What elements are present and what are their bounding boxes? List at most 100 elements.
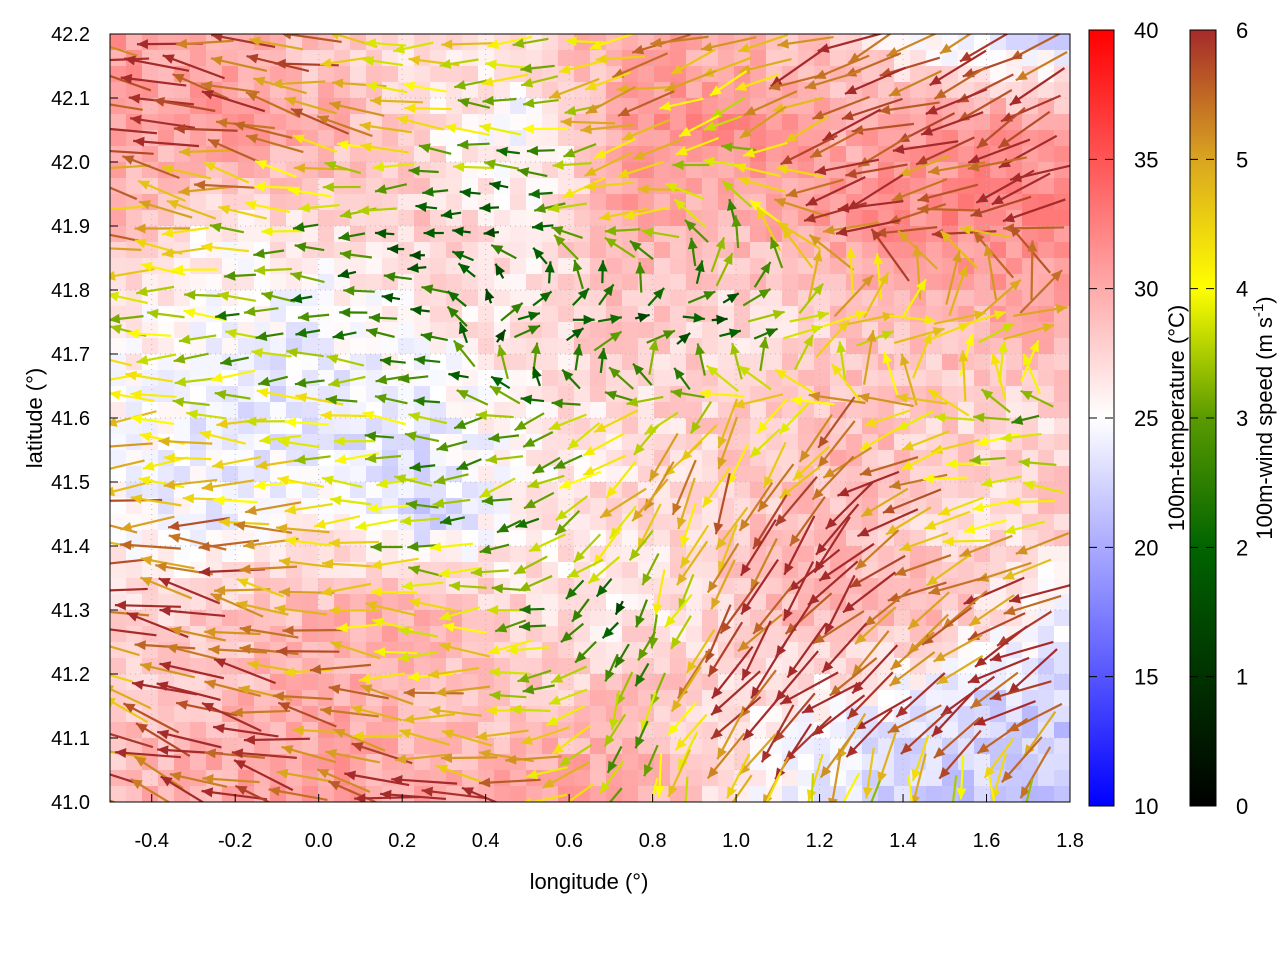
heat-cell	[526, 50, 543, 67]
heat-cell	[158, 418, 175, 435]
heat-cell	[398, 66, 415, 83]
heat-cell	[942, 338, 959, 355]
heat-cell	[894, 786, 911, 803]
heat-cell	[1038, 466, 1055, 483]
heat-cell	[750, 770, 767, 787]
heat-cell	[142, 594, 159, 611]
heat-cell	[254, 706, 271, 723]
heat-cell	[718, 226, 735, 243]
heat-cell	[206, 338, 223, 355]
heat-cell	[462, 402, 479, 419]
colorbar-tick-label: 30	[1134, 277, 1158, 302]
heat-cell	[350, 146, 367, 163]
heat-cell	[926, 370, 943, 387]
heat-cell	[638, 66, 655, 83]
heat-cell	[798, 754, 815, 771]
heat-cell	[542, 306, 559, 323]
heat-cell	[590, 242, 607, 259]
heat-cell	[414, 770, 431, 787]
heat-cell	[510, 98, 527, 115]
y-tick-label: 41.1	[51, 728, 90, 750]
heat-cell	[718, 354, 735, 371]
heat-cell	[718, 770, 735, 787]
heat-cell	[926, 274, 943, 291]
heat-cell	[430, 306, 447, 323]
heat-cell	[1054, 626, 1071, 643]
heat-cell	[878, 482, 895, 499]
heat-cell	[1054, 450, 1071, 467]
heat-cell	[302, 418, 319, 435]
heat-cell	[574, 210, 591, 227]
x-tick-label: 1.6	[973, 830, 1001, 852]
heat-cell	[1054, 610, 1071, 627]
heat-cell	[110, 210, 127, 227]
heat-cell	[462, 274, 479, 291]
heat-cell	[366, 338, 383, 355]
heat-cell	[110, 162, 127, 179]
heat-cell	[894, 274, 911, 291]
heat-cell	[270, 562, 287, 579]
heat-cell	[206, 354, 223, 371]
heat-cell	[670, 290, 687, 307]
heat-cell	[526, 130, 543, 147]
heat-cell	[846, 530, 863, 547]
y-tick-label: 41.2	[51, 664, 90, 686]
heat-cell	[1038, 402, 1055, 419]
heat-cell	[1006, 370, 1023, 387]
heat-cell	[382, 34, 399, 51]
heat-cell	[638, 322, 655, 339]
heat-cell	[350, 306, 367, 323]
heat-cell	[606, 178, 623, 195]
colorbar-tick-label: 25	[1134, 406, 1158, 431]
heat-cell	[350, 498, 367, 515]
heat-cell	[542, 50, 559, 67]
heat-cell	[734, 498, 751, 515]
heat-cell	[510, 258, 527, 275]
heat-cell	[1006, 450, 1023, 467]
heat-cell	[446, 450, 463, 467]
heat-cell	[238, 354, 255, 371]
heat-cell	[142, 770, 159, 787]
heat-cell	[1054, 514, 1071, 531]
heat-cell	[558, 130, 575, 147]
heat-cell	[670, 274, 687, 291]
heat-cell	[462, 722, 479, 739]
y-tick-label: 41.8	[51, 280, 90, 302]
heat-cell	[638, 546, 655, 563]
heat-cell	[190, 370, 207, 387]
heat-cell	[334, 738, 351, 755]
heat-cell	[398, 338, 415, 355]
heat-cell	[510, 546, 527, 563]
heat-cell	[382, 130, 399, 147]
heat-cell	[318, 130, 335, 147]
heat-cell	[1022, 466, 1039, 483]
heat-cell	[1038, 770, 1055, 787]
heat-cell	[654, 402, 671, 419]
heat-cell	[974, 114, 991, 131]
heat-cell	[702, 210, 719, 227]
temperature-colorbar-label: 100m-temperature (°C)	[1164, 305, 1189, 531]
heat-cell	[542, 546, 559, 563]
heat-cell	[542, 34, 559, 51]
wind-label-main: 100m-wind speed (m s	[1252, 317, 1277, 540]
heat-cell	[1054, 322, 1071, 339]
heat-cell	[702, 466, 719, 483]
heat-cell	[398, 450, 415, 467]
heat-cell	[622, 290, 639, 307]
heat-cell	[1038, 434, 1055, 451]
heat-cell	[350, 322, 367, 339]
heat-cell	[494, 82, 511, 99]
colorbar-tick-label: 35	[1134, 147, 1158, 172]
heat-cell	[174, 290, 191, 307]
heat-cell	[462, 50, 479, 67]
heat-cell	[350, 610, 367, 627]
heat-cell	[750, 130, 767, 147]
heat-cell	[414, 658, 431, 675]
heat-cell	[430, 66, 447, 83]
heat-cell	[334, 146, 351, 163]
heat-cell	[558, 274, 575, 291]
heat-cell	[158, 402, 175, 419]
heat-cell	[350, 418, 367, 435]
heat-cell	[430, 722, 447, 739]
